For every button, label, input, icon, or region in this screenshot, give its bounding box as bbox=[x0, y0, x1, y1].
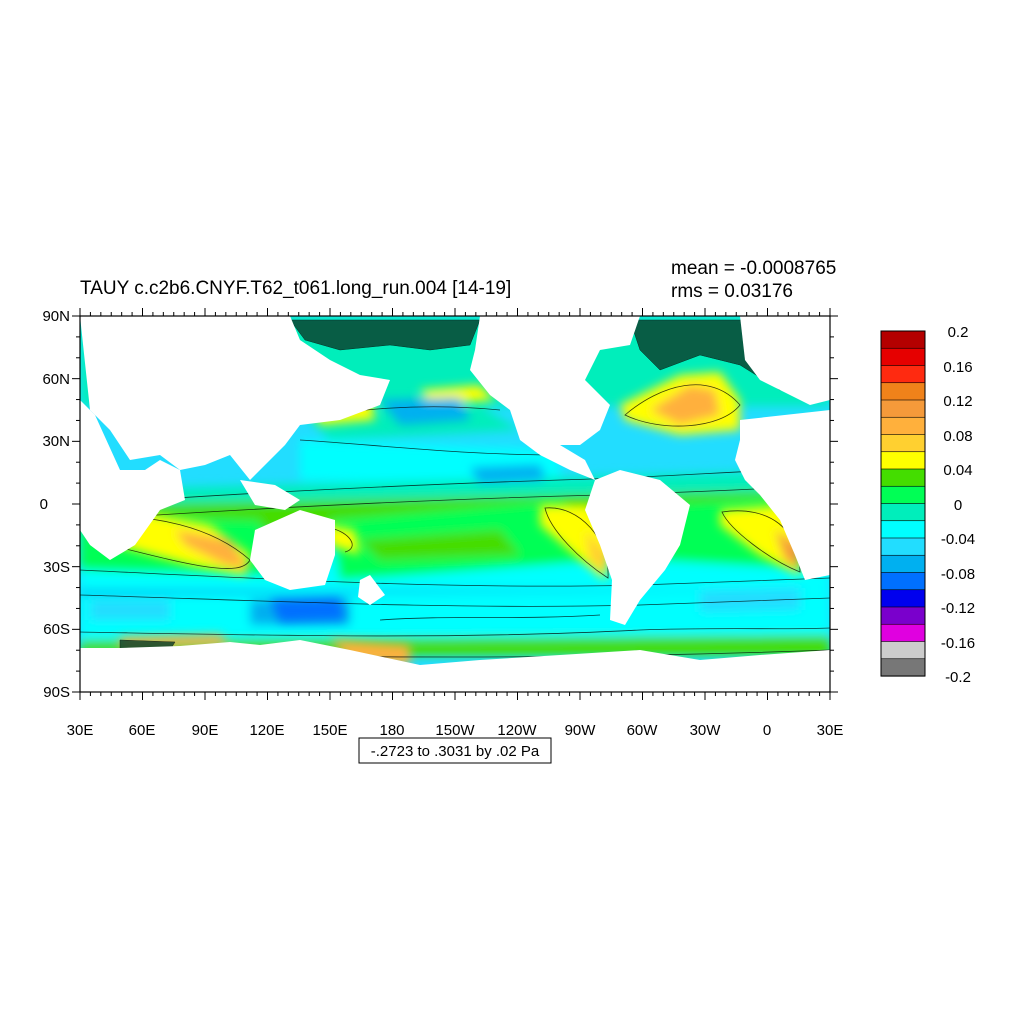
colorbar-label-0p04: 0.04 bbox=[943, 462, 972, 479]
lon-label-90w: 90W bbox=[565, 722, 597, 739]
colorbar-label-0p2: 0.2 bbox=[948, 324, 969, 341]
colorbar-swatch bbox=[880, 658, 926, 677]
rms-stat: rms = 0.03176 bbox=[671, 281, 793, 302]
colorbar-swatch bbox=[880, 347, 926, 367]
colorbar-label-m0p12: -0.12 bbox=[941, 600, 975, 617]
colorbar-swatch bbox=[880, 623, 926, 643]
lat-label-60n: 60N bbox=[42, 371, 70, 388]
lon-label-150e: 150E bbox=[312, 722, 347, 739]
colorbar-swatch bbox=[880, 589, 926, 608]
colorbar-label-0p08: 0.08 bbox=[943, 428, 972, 445]
colorbar-labels: 0.2 0.16 0.12 0.08 0.04 0 -0.04 -0.08 -0… bbox=[941, 324, 975, 686]
colorbar-label-m0p08: -0.08 bbox=[941, 566, 975, 583]
colorbar-label-m0p04: -0.04 bbox=[941, 531, 975, 548]
lon-label-120w: 120W bbox=[497, 722, 537, 739]
plot-title: TAUY c.c2b6.CNYF.T62_t061.long_run.004 [… bbox=[80, 278, 511, 299]
colorbar-swatch bbox=[880, 468, 926, 487]
contour-info-frame bbox=[358, 737, 552, 764]
map-panel bbox=[80, 316, 830, 692]
colorbar-frame bbox=[880, 330, 926, 677]
lat-label-30s: 30S bbox=[43, 559, 70, 576]
lat-label-90n: 90N bbox=[42, 308, 70, 325]
colorbar-swatch bbox=[880, 572, 926, 591]
colorbar-label-0p12: 0.12 bbox=[943, 393, 972, 410]
colorbar-swatch bbox=[880, 451, 926, 470]
lon-label-180: 180 bbox=[379, 722, 404, 739]
colorbar-label-0p16: 0.16 bbox=[943, 359, 972, 376]
lon-label-30e-right: 30E bbox=[817, 722, 844, 739]
colorbar-swatch bbox=[880, 503, 926, 522]
lon-label-150w: 150W bbox=[435, 722, 475, 739]
lat-label-30n: 30N bbox=[42, 433, 70, 450]
lon-tick-marks bbox=[79, 308, 831, 700]
lat-label-90s: 90S bbox=[43, 684, 70, 701]
colorbar bbox=[880, 330, 926, 677]
colorbar-label-0: 0 bbox=[954, 497, 962, 514]
colorbar-swatch bbox=[880, 365, 926, 384]
contour-info-text: -.2723 to .3031 by .02 Pa bbox=[371, 743, 540, 760]
lat-label-60s: 60S bbox=[43, 621, 70, 638]
lat-tick-marks bbox=[72, 315, 838, 693]
colorbar-swatch bbox=[880, 416, 926, 436]
colorbar-swatch bbox=[880, 554, 926, 574]
lat-axis-labels: 90N 60N 30N 0 30S 60S 90S bbox=[40, 308, 70, 701]
colorbar-swatch bbox=[880, 434, 926, 453]
colorbar-swatch bbox=[880, 485, 926, 505]
lon-label-0: 0 bbox=[763, 722, 771, 739]
mean-stat: mean = -0.0008765 bbox=[671, 258, 836, 279]
colorbar-label-m0p2: -0.2 bbox=[945, 669, 971, 686]
lon-label-60e: 60E bbox=[129, 722, 156, 739]
colorbar-swatch bbox=[880, 641, 926, 660]
lon-label-120e: 120E bbox=[249, 722, 284, 739]
contour-info-box: -.2723 to .3031 by .02 Pa bbox=[358, 737, 552, 764]
colorbar-swatch bbox=[880, 382, 926, 401]
lon-label-30e: 30E bbox=[67, 722, 94, 739]
colorbar-swatch bbox=[880, 606, 926, 625]
lat-label-0: 0 bbox=[40, 496, 48, 513]
colorbar-swatch bbox=[880, 537, 926, 556]
colorbar-swatch bbox=[880, 399, 926, 418]
lon-axis-labels: 30E 60E 90E 120E 150E 180 150W 120W 90W … bbox=[67, 722, 844, 739]
lon-label-60w: 60W bbox=[627, 722, 659, 739]
colorbar-swatch bbox=[880, 330, 926, 349]
colorbar-swatch bbox=[880, 520, 926, 539]
land-masses bbox=[80, 316, 830, 692]
lon-label-30w: 30W bbox=[690, 722, 722, 739]
colorbar-label-m0p16: -0.16 bbox=[941, 635, 975, 652]
lon-label-90e: 90E bbox=[192, 722, 219, 739]
